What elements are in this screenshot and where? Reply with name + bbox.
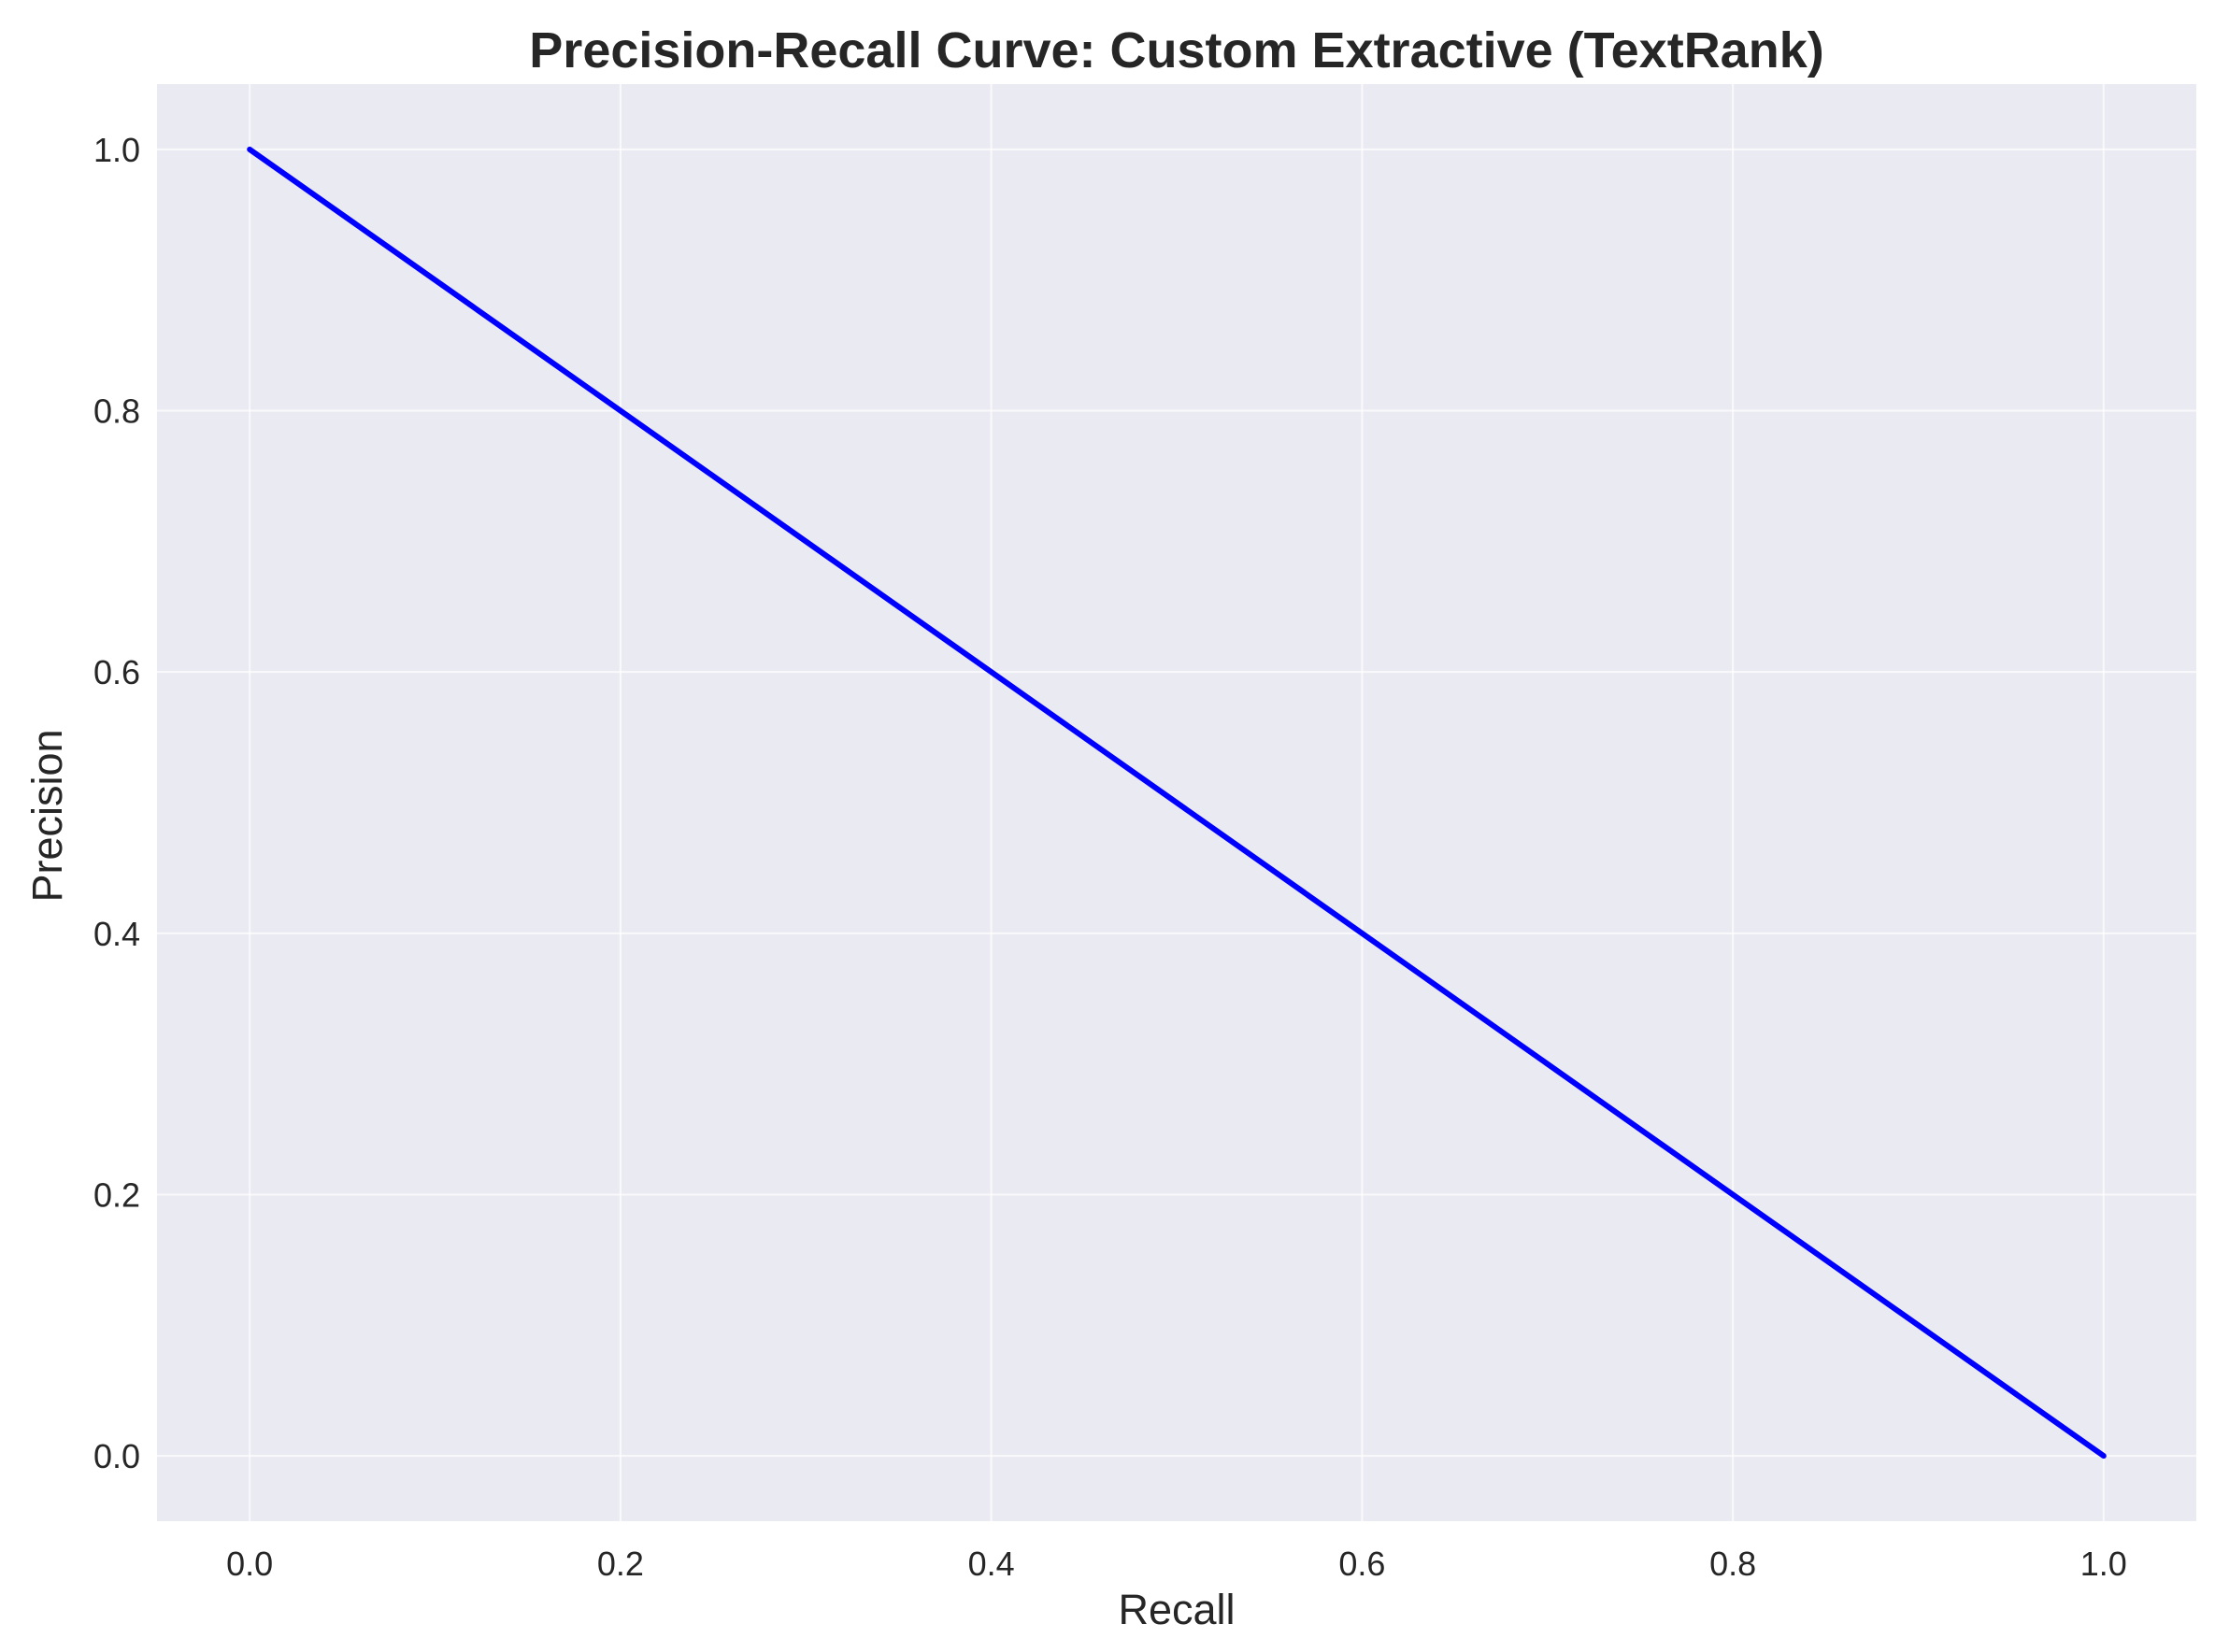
y-tick-label-3: 0.6	[93, 653, 140, 691]
y-tick-label-0: 0.0	[93, 1437, 140, 1475]
series-layer	[247, 146, 2107, 1460]
y-tick-labels: 0.0 0.2 0.4 0.6 0.8 1.0	[93, 131, 140, 1475]
x-tick-label-1: 0.2	[597, 1545, 644, 1583]
y-tick-label-4: 0.8	[93, 392, 140, 431]
x-tick-label-4: 0.8	[1709, 1545, 1756, 1583]
x-tick-label-2: 0.4	[968, 1545, 1015, 1583]
y-tick-label-5: 1.0	[93, 131, 140, 169]
grid	[157, 84, 2196, 1521]
chart-title: Precision-Recall Curve: Custom Extractiv…	[529, 22, 1823, 78]
x-axis-label: Recall	[1118, 1586, 1235, 1633]
x-tick-labels: 0.0 0.2 0.4 0.6 0.8 1.0	[226, 1545, 2127, 1583]
y-tick-label-2: 0.4	[93, 915, 140, 953]
x-tick-label-3: 0.6	[1338, 1545, 1385, 1583]
y-tick-label-1: 0.2	[93, 1175, 140, 1214]
y-axis-label: Precision	[23, 729, 71, 902]
x-tick-label-5: 1.0	[2080, 1545, 2127, 1583]
x-tick-label-0: 0.0	[226, 1545, 273, 1583]
series-line-0	[247, 146, 2107, 1460]
